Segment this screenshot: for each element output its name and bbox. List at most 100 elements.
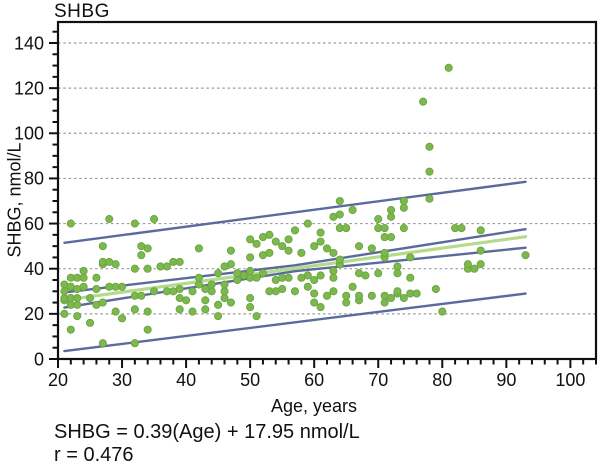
data-point bbox=[316, 271, 325, 280]
data-point bbox=[85, 294, 95, 303]
data-point bbox=[399, 196, 408, 206]
x-tick-label: 60 bbox=[304, 370, 324, 390]
data-point bbox=[361, 271, 370, 280]
y-tick-labels: 0 20 40 60 80 100 120 140 bbox=[14, 33, 44, 369]
data-point bbox=[246, 294, 255, 303]
data-point bbox=[399, 294, 408, 303]
data-point bbox=[367, 291, 376, 300]
data-point bbox=[303, 219, 312, 228]
data-point bbox=[425, 142, 434, 151]
data-point bbox=[73, 294, 82, 303]
data-point bbox=[444, 63, 453, 72]
data-point bbox=[393, 262, 402, 271]
y-tick-label: 0 bbox=[34, 349, 44, 369]
data-point bbox=[207, 287, 216, 296]
y-tick-label: 40 bbox=[24, 259, 44, 279]
data-point bbox=[150, 287, 159, 296]
data-point bbox=[412, 289, 421, 298]
data-point bbox=[399, 224, 408, 233]
data-point bbox=[348, 205, 357, 215]
data-point bbox=[476, 226, 485, 235]
data-point bbox=[188, 307, 197, 316]
data-point bbox=[188, 287, 197, 296]
data-point bbox=[284, 235, 293, 244]
data-point bbox=[226, 246, 235, 255]
data-point bbox=[79, 282, 88, 291]
data-point bbox=[207, 280, 216, 289]
data-point bbox=[265, 230, 274, 239]
x-tick-label: 40 bbox=[176, 370, 196, 390]
x-tick-label: 90 bbox=[496, 370, 516, 390]
data-point bbox=[143, 325, 152, 334]
data-point bbox=[425, 194, 434, 203]
data-point bbox=[278, 242, 287, 251]
data-point bbox=[342, 298, 351, 307]
data-point bbox=[310, 275, 319, 285]
data-point bbox=[367, 244, 376, 253]
data-point bbox=[329, 273, 338, 282]
data-point bbox=[233, 275, 242, 285]
data-point bbox=[374, 269, 383, 278]
data-point bbox=[194, 273, 203, 282]
data-point bbox=[342, 224, 351, 233]
data-point bbox=[111, 307, 120, 316]
data-point bbox=[329, 287, 338, 296]
correlation-coefficient: r = 0.476 bbox=[54, 444, 134, 466]
x-axis-title: Age, years bbox=[270, 396, 358, 416]
data-point bbox=[278, 284, 287, 294]
axis-ticks bbox=[49, 30, 597, 368]
data-point bbox=[297, 248, 306, 257]
chart-title: SHBG bbox=[54, 1, 110, 22]
data-point bbox=[175, 305, 184, 314]
data-point bbox=[130, 305, 139, 314]
regression-equation-block: SHBG = 0.39(Age) + 17.95 nmol/L r = 0.47… bbox=[54, 421, 360, 467]
data-point bbox=[310, 242, 319, 251]
data-point bbox=[194, 244, 203, 253]
data-point bbox=[79, 273, 88, 282]
data-point bbox=[143, 244, 152, 253]
confidence-upper-line bbox=[63, 228, 527, 294]
y-tick-label: 80 bbox=[24, 169, 44, 189]
data-point bbox=[290, 226, 300, 235]
data-point bbox=[73, 300, 82, 309]
data-point bbox=[252, 273, 261, 282]
regression-line bbox=[62, 235, 528, 302]
plot-border bbox=[56, 20, 598, 361]
data-point bbox=[419, 97, 428, 106]
data-point bbox=[214, 312, 223, 321]
data-point bbox=[105, 215, 114, 224]
data-point bbox=[246, 303, 255, 312]
y-tick-label: 20 bbox=[24, 304, 44, 324]
data-point bbox=[60, 287, 69, 296]
data-point bbox=[386, 212, 396, 221]
data-point bbox=[342, 291, 351, 300]
data-point bbox=[354, 291, 364, 300]
data-point bbox=[303, 271, 312, 280]
y-tick-label: 100 bbox=[14, 124, 44, 144]
x-tick-label: 80 bbox=[432, 370, 452, 390]
data-point bbox=[60, 309, 69, 318]
data-point bbox=[194, 280, 203, 289]
data-point bbox=[214, 269, 223, 278]
data-point bbox=[226, 260, 235, 269]
data-point bbox=[431, 284, 440, 294]
data-point bbox=[406, 253, 415, 262]
data-point bbox=[92, 273, 101, 282]
gridlines bbox=[58, 42, 596, 315]
data-point bbox=[66, 219, 75, 228]
data-point bbox=[284, 273, 293, 282]
data-point bbox=[463, 260, 472, 269]
data-point bbox=[98, 298, 107, 307]
data-point bbox=[137, 291, 146, 300]
x-tick-label: 20 bbox=[48, 370, 68, 390]
data-point bbox=[335, 255, 344, 264]
data-point bbox=[252, 312, 261, 321]
data-point bbox=[310, 298, 319, 307]
data-point bbox=[521, 251, 530, 260]
data-point bbox=[130, 339, 139, 348]
data-point bbox=[175, 257, 184, 266]
data-point bbox=[130, 264, 139, 273]
data-point bbox=[79, 266, 88, 276]
data-point bbox=[150, 215, 159, 224]
